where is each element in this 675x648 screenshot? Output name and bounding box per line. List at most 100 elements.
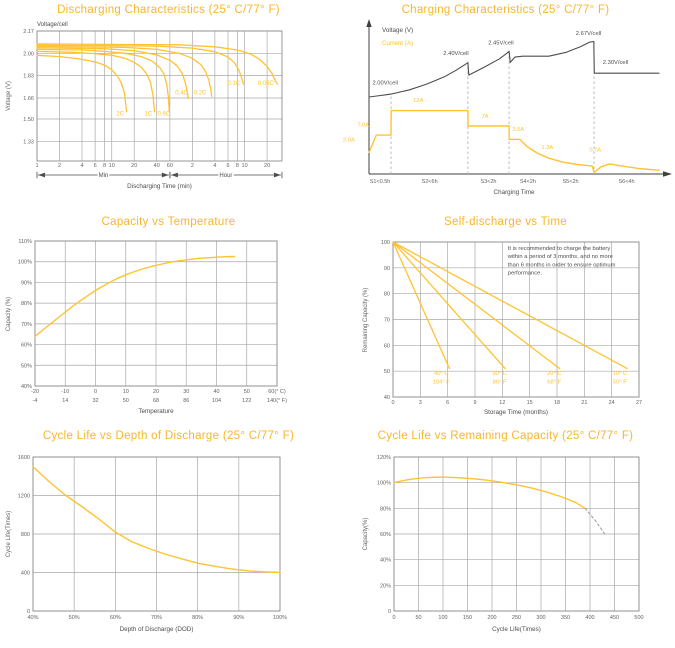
svg-text:2.30V/cell: 2.30V/cell [603, 60, 628, 66]
svg-text:50: 50 [123, 398, 129, 404]
svg-text:50%: 50% [69, 615, 80, 621]
svg-text:2.67V/cell: 2.67V/cell [576, 31, 601, 37]
svg-text:90%: 90% [21, 280, 32, 286]
svg-text:100%: 100% [377, 481, 391, 487]
svg-text:500: 500 [634, 615, 643, 621]
svg-text:10: 10 [109, 163, 115, 169]
svg-text:1.3A: 1.3A [541, 145, 553, 151]
svg-text:18: 18 [554, 400, 560, 406]
svg-text:24: 24 [609, 400, 615, 406]
svg-text:80: 80 [384, 292, 390, 298]
svg-text:50%: 50% [21, 363, 32, 369]
svg-text:-20: -20 [31, 389, 39, 395]
svg-text:S2<6h: S2<6h [422, 179, 438, 185]
svg-text:2.0A: 2.0A [343, 138, 355, 144]
svg-text:S6<4h: S6<4h [618, 179, 634, 185]
svg-text:1.66: 1.66 [23, 96, 34, 102]
svg-text:40: 40 [154, 163, 160, 169]
svg-text:2.00V/cell: 2.00V/cell [372, 81, 397, 87]
svg-text:68: 68 [153, 398, 159, 404]
capacity-temperature-chart-title: Capacity vs Temperature [101, 216, 236, 228]
svg-text:10° C: 10° C [613, 371, 628, 377]
svg-text:20%: 20% [380, 583, 391, 589]
svg-text:0: 0 [27, 609, 30, 615]
svg-text:S5<2h: S5<2h [563, 179, 579, 185]
svg-text:2: 2 [58, 163, 61, 169]
svg-text:400: 400 [585, 615, 594, 621]
svg-text:0.7A: 0.7A [589, 148, 601, 154]
svg-text:140(° F): 140(° F) [267, 398, 287, 404]
panel-cycle-life-vs-dod: Cycle Life vs Depth of Discharge (25° C/… [0, 425, 337, 648]
svg-text:6: 6 [94, 163, 97, 169]
svg-text:Current (A): Current (A) [382, 40, 413, 47]
svg-text:50: 50 [415, 615, 421, 621]
svg-text:100%: 100% [273, 615, 287, 621]
svg-text:20: 20 [153, 389, 159, 395]
self-discharge-chart-title: Self-discharge vs Time [444, 216, 567, 228]
svg-text:-10: -10 [61, 389, 69, 395]
discharging-characteristics-chart: 1 2 4 6 8 10 20 40 60 2 4 6 8 10 202.172.001.831.661.5… [6, 22, 283, 190]
svg-text:10: 10 [242, 163, 248, 169]
panel-capacity-vs-temperature: Capacity vs Temperature -20 -4 -10 14 0 32 10 5… [0, 205, 337, 425]
svg-text:0.6C: 0.6C [158, 112, 171, 118]
svg-text:1.50: 1.50 [23, 117, 34, 123]
svg-text:40: 40 [384, 395, 390, 401]
svg-text:0.2C: 0.2C [194, 91, 207, 97]
svg-text:2.45V/cell: 2.45V/cell [488, 40, 513, 46]
discharging-chart-title: Discharging Characteristics (25° C/77° F… [57, 4, 280, 16]
svg-text:60%: 60% [110, 615, 121, 621]
svg-text:12: 12 [499, 400, 505, 406]
svg-text:20: 20 [131, 163, 137, 169]
svg-text:122: 122 [242, 398, 251, 404]
svg-text:3.5A: 3.5A [512, 127, 524, 133]
svg-text:Cycle Life(Times): Cycle Life(Times) [492, 626, 541, 633]
charging-characteristics-chart: S1<0.5h S2<6h S3<2h S4<2h S5<2h S6<4h Voltage … [343, 19, 672, 196]
svg-text:0: 0 [391, 400, 394, 406]
svg-text:9: 9 [473, 400, 476, 406]
svg-text:90%: 90% [233, 615, 244, 621]
svg-text:than 6 months in order to ensu: than 6 months in order to ensure optimum [508, 262, 616, 268]
cycle-life-capacity-chart-title: Cycle Life vs Remaining Capacity (25° C/… [377, 430, 634, 442]
svg-text:6: 6 [226, 163, 229, 169]
panel-discharging-characteristics: Discharging Characteristics (25° C/77° F… [0, 0, 337, 205]
svg-text:S3<2h: S3<2h [480, 179, 496, 185]
svg-text:3: 3 [419, 400, 422, 406]
svg-text:Depth of Discharge (DOD): Depth of Discharge (DOD) [120, 626, 194, 633]
svg-text:2.40V/cell: 2.40V/cell [443, 51, 468, 57]
svg-text:80%: 80% [192, 615, 203, 621]
svg-text:120%: 120% [377, 455, 391, 461]
svg-text:40: 40 [213, 389, 219, 395]
svg-text:32: 32 [92, 398, 98, 404]
svg-text:86° F: 86° F [493, 379, 507, 385]
svg-text:-4: -4 [33, 398, 38, 404]
svg-text:60%: 60% [21, 343, 32, 349]
svg-text:20° C: 20° C [547, 371, 562, 377]
svg-text:400: 400 [21, 571, 30, 577]
svg-text:1: 1 [35, 163, 38, 169]
svg-text:1C: 1C [145, 112, 153, 118]
panel-charging-characteristics: Charging Characteristics (25° C/77° F) S… [337, 0, 674, 205]
svg-text:104: 104 [212, 398, 221, 404]
svg-text:Hour: Hour [219, 173, 232, 179]
svg-text:12A: 12A [413, 98, 423, 104]
panel-cycle-life-vs-capacity: Cycle Life vs Remaining Capacity (25° C/… [337, 425, 674, 648]
svg-text:Cycle Life(Times): Cycle Life(Times) [6, 511, 12, 557]
svg-text:60: 60 [384, 343, 390, 349]
svg-text:60(° C): 60(° C) [268, 389, 286, 395]
svg-text:4: 4 [80, 163, 83, 169]
svg-text:70%: 70% [21, 322, 32, 328]
svg-text:8: 8 [236, 163, 239, 169]
svg-text:Charging Time: Charging Time [494, 189, 535, 196]
svg-text:30: 30 [183, 389, 189, 395]
svg-text:90: 90 [384, 266, 390, 272]
panel-self-discharge: Self-discharge vs Time 0 3 6 9 12 15 18 21 24 27 1… [337, 205, 674, 425]
svg-text:30° C: 30° C [492, 371, 507, 377]
svg-text:100%: 100% [18, 260, 32, 266]
svg-text:70%: 70% [151, 615, 162, 621]
svg-text:20: 20 [264, 163, 270, 169]
svg-text:110%: 110% [18, 239, 32, 245]
svg-text:10: 10 [123, 389, 129, 395]
svg-text:1200: 1200 [18, 494, 30, 500]
svg-text:40%: 40% [21, 384, 32, 390]
svg-text:104° F: 104° F [433, 379, 451, 385]
